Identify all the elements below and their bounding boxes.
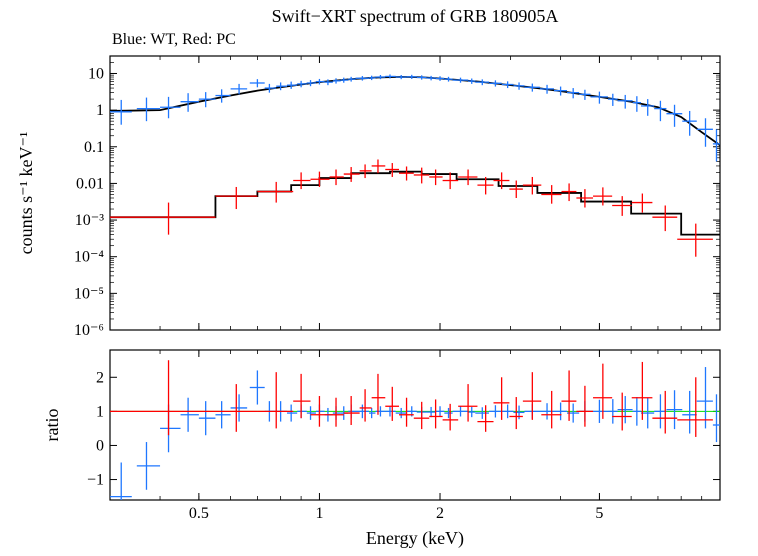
x-tick-label: 1: [315, 505, 323, 522]
chart-subtitle: Blue: WT, Red: PC: [112, 31, 236, 48]
top-panel-frame: [110, 56, 720, 330]
y-tick-label-bottom: 0: [96, 437, 104, 454]
y-tick-label-top: 10⁻⁴: [74, 249, 104, 266]
x-axis-label: Energy (keV): [366, 528, 464, 549]
bottom-panel-frame: [110, 350, 720, 500]
y-tick-label-bottom: 2: [96, 369, 104, 386]
y-axis-label-bottom: ratio: [42, 409, 62, 442]
chart-container: Swift−XRT spectrum of GRB 180905A Blue: W…: [0, 0, 758, 556]
y-axis-label-top: counts s⁻¹ keV⁻¹: [16, 132, 36, 255]
y-tick-label-top: 10⁻³: [75, 212, 104, 229]
y-tick-label-top: 1: [96, 102, 104, 119]
model-pc-line: [110, 172, 720, 235]
chart-svg: Swift−XRT spectrum of GRB 180905A Blue: W…: [0, 0, 758, 556]
y-tick-label-bottom: −1: [87, 472, 104, 489]
x-tick-label: 0.5: [189, 505, 209, 522]
y-tick-label-top: 10⁻⁶: [74, 322, 104, 339]
y-tick-label-top: 10⁻⁵: [74, 285, 104, 302]
y-tick-label-bottom: 1: [96, 403, 104, 420]
y-tick-label-top: 0.1: [84, 139, 104, 156]
x-tick-label: 2: [436, 505, 444, 522]
model-wt-line: [110, 77, 720, 145]
top-panel-content: [110, 74, 720, 256]
x-tick-label: 5: [595, 505, 603, 522]
y-tick-label-top: 0.01: [76, 175, 104, 192]
y-tick-label-top: 10: [88, 65, 104, 82]
chart-title: Swift−XRT spectrum of GRB 180905A: [272, 6, 559, 26]
